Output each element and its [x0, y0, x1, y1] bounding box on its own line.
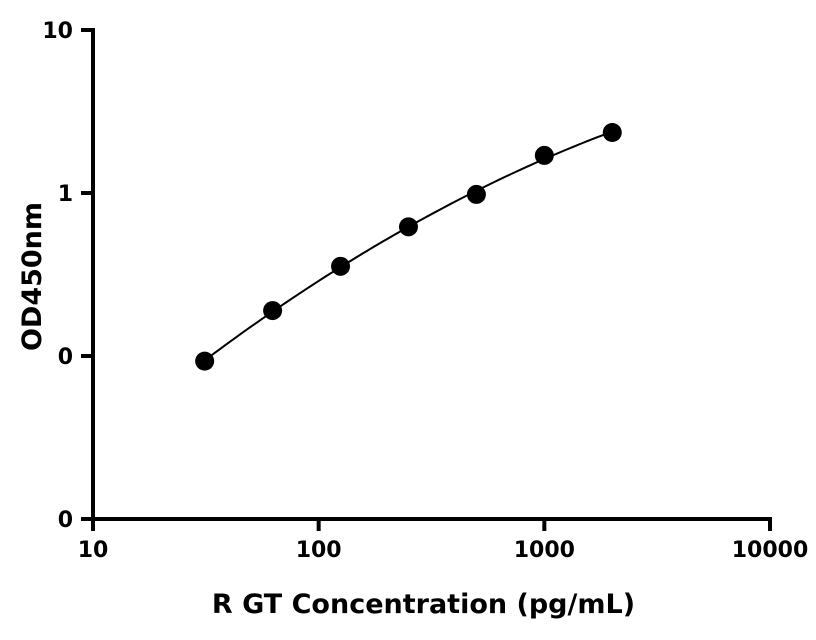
data-points	[195, 123, 622, 371]
x-tick-label: 10000	[732, 538, 809, 563]
x-axis-title: R GT Concentration (pg/mL)	[212, 589, 635, 620]
data-point	[466, 184, 486, 204]
x-tick-label: 10	[78, 538, 109, 563]
x-tick-label: 100	[296, 538, 342, 563]
tick-group: 10 100 1000 10000 0 0 1 10	[42, 19, 808, 563]
data-point	[195, 351, 215, 371]
y-tick-label: 10	[42, 19, 73, 44]
fit-curve	[204, 130, 613, 362]
y-axis-title: OD450nm	[17, 202, 48, 351]
data-point	[331, 256, 351, 276]
x-tick-label: 1000	[514, 538, 575, 563]
y-tick-label: 1	[58, 182, 73, 207]
y-tick-label: 0	[58, 345, 73, 370]
data-point	[398, 217, 418, 237]
data-point	[534, 145, 554, 165]
data-point	[263, 301, 283, 321]
data-point	[602, 123, 622, 143]
y-tick-label: 0	[58, 508, 73, 533]
